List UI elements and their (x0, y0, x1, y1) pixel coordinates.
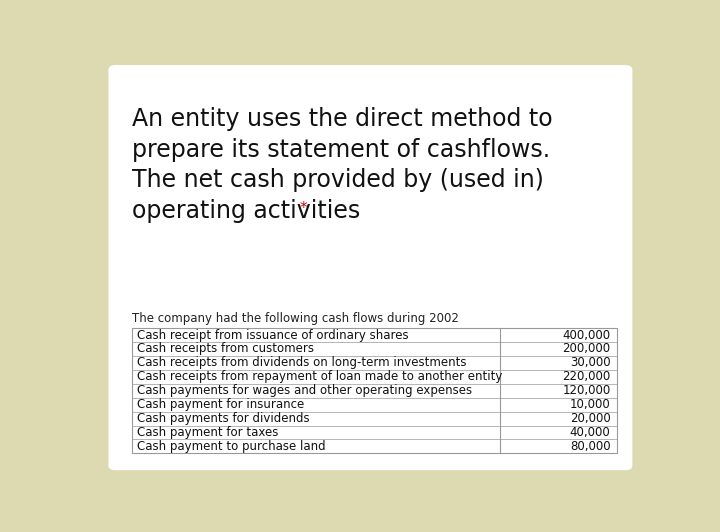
Text: prepare its statement of cashflows.: prepare its statement of cashflows. (132, 138, 550, 162)
Text: 40,000: 40,000 (570, 426, 611, 439)
Text: The company had the following cash flows during 2002: The company had the following cash flows… (132, 312, 459, 325)
Text: Cash payments for dividends: Cash payments for dividends (138, 412, 310, 425)
FancyBboxPatch shape (109, 65, 632, 470)
Text: Cash receipt from issuance of ordinary shares: Cash receipt from issuance of ordinary s… (138, 329, 409, 342)
Text: 120,000: 120,000 (562, 384, 611, 397)
Text: Cash payment for taxes: Cash payment for taxes (138, 426, 279, 439)
Text: Cash receipts from dividends on long-term investments: Cash receipts from dividends on long-ter… (138, 356, 467, 369)
Text: *: * (300, 201, 307, 216)
Text: Cash receipts from customers: Cash receipts from customers (138, 343, 315, 355)
Text: 80,000: 80,000 (570, 440, 611, 453)
Text: Cash payments for wages and other operating expenses: Cash payments for wages and other operat… (138, 384, 472, 397)
Text: Cash receipts from repayment of loan made to another entity: Cash receipts from repayment of loan mad… (138, 370, 503, 383)
Text: 400,000: 400,000 (562, 329, 611, 342)
Text: 10,000: 10,000 (570, 398, 611, 411)
Text: The net cash provided by (used in): The net cash provided by (used in) (132, 168, 544, 192)
Text: Cash payment for insurance: Cash payment for insurance (138, 398, 305, 411)
Text: Cash payment to purchase land: Cash payment to purchase land (138, 440, 326, 453)
Text: 200,000: 200,000 (562, 343, 611, 355)
Text: 220,000: 220,000 (562, 370, 611, 383)
Text: 20,000: 20,000 (570, 412, 611, 425)
Text: An entity uses the direct method to: An entity uses the direct method to (132, 107, 552, 131)
Text: 30,000: 30,000 (570, 356, 611, 369)
Text: operating activities: operating activities (132, 199, 360, 223)
